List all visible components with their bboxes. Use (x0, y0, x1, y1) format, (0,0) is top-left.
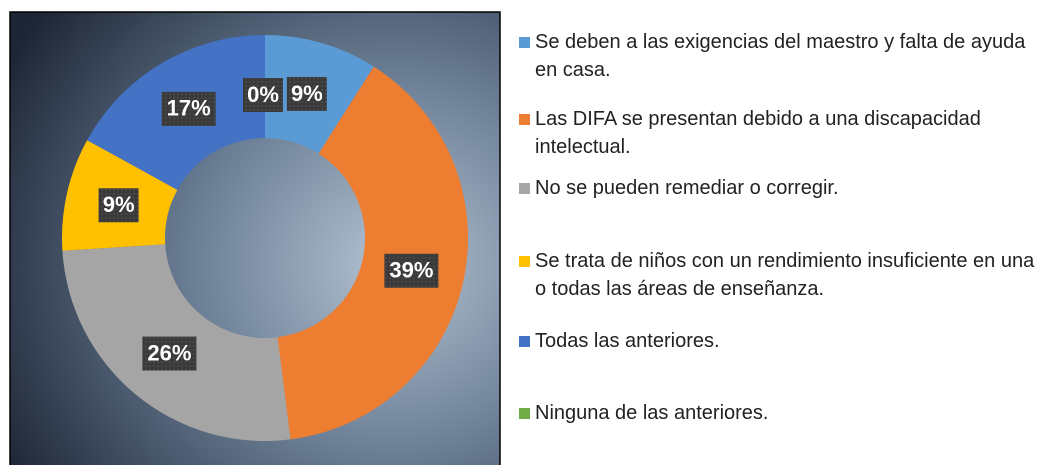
data-label: 39% (389, 258, 433, 283)
legend-swatch (519, 114, 530, 125)
data-label-box (243, 78, 283, 112)
data-label: 9% (291, 81, 323, 106)
legend-swatch (519, 183, 530, 194)
data-label: 9% (103, 192, 135, 217)
legend-item: No se pueden remediar o corregir. (515, 174, 1050, 202)
legend-item: Ninguna de las anteriores. (515, 399, 1050, 427)
legend-item: Se trata de niños con un rendimiento ins… (515, 247, 1050, 303)
data-label-box (161, 91, 216, 126)
legend-item: Se deben a las exigencias del maestro y … (515, 28, 1050, 84)
legend-label: Todas las anteriores. (535, 330, 720, 352)
chart: 9% 39% 26% 9% 17% 0% (9, 11, 501, 465)
legend-label: Se trata de niños con un rendimiento ins… (535, 250, 1035, 300)
legend-swatch (519, 37, 530, 48)
legend-label: Ninguna de las anteriores. (535, 402, 769, 424)
slice (277, 66, 468, 440)
legend-item: Las DIFA se presentan debido a una disca… (515, 105, 1050, 161)
legend-label: Se deben a las exigencias del maestro y … (535, 31, 1026, 81)
data-label-box (98, 188, 139, 223)
legend-swatch (519, 336, 530, 347)
legend-label: Las DIFA se presentan debido a una disca… (535, 108, 981, 158)
data-label: 26% (147, 340, 191, 365)
legend-label: No se pueden remediar o corregir. (535, 177, 839, 199)
data-label: 17% (167, 96, 211, 121)
legend-swatch (519, 408, 530, 419)
data-label-box (286, 76, 327, 111)
data-label-box (384, 253, 439, 288)
data-label-box (142, 336, 197, 371)
legend: Se deben a las exigencias del maestro y … (515, 0, 1050, 465)
data-label: 0% (247, 82, 279, 107)
legend-item: Todas las anteriores. (515, 327, 1050, 355)
legend-swatch (519, 256, 530, 267)
